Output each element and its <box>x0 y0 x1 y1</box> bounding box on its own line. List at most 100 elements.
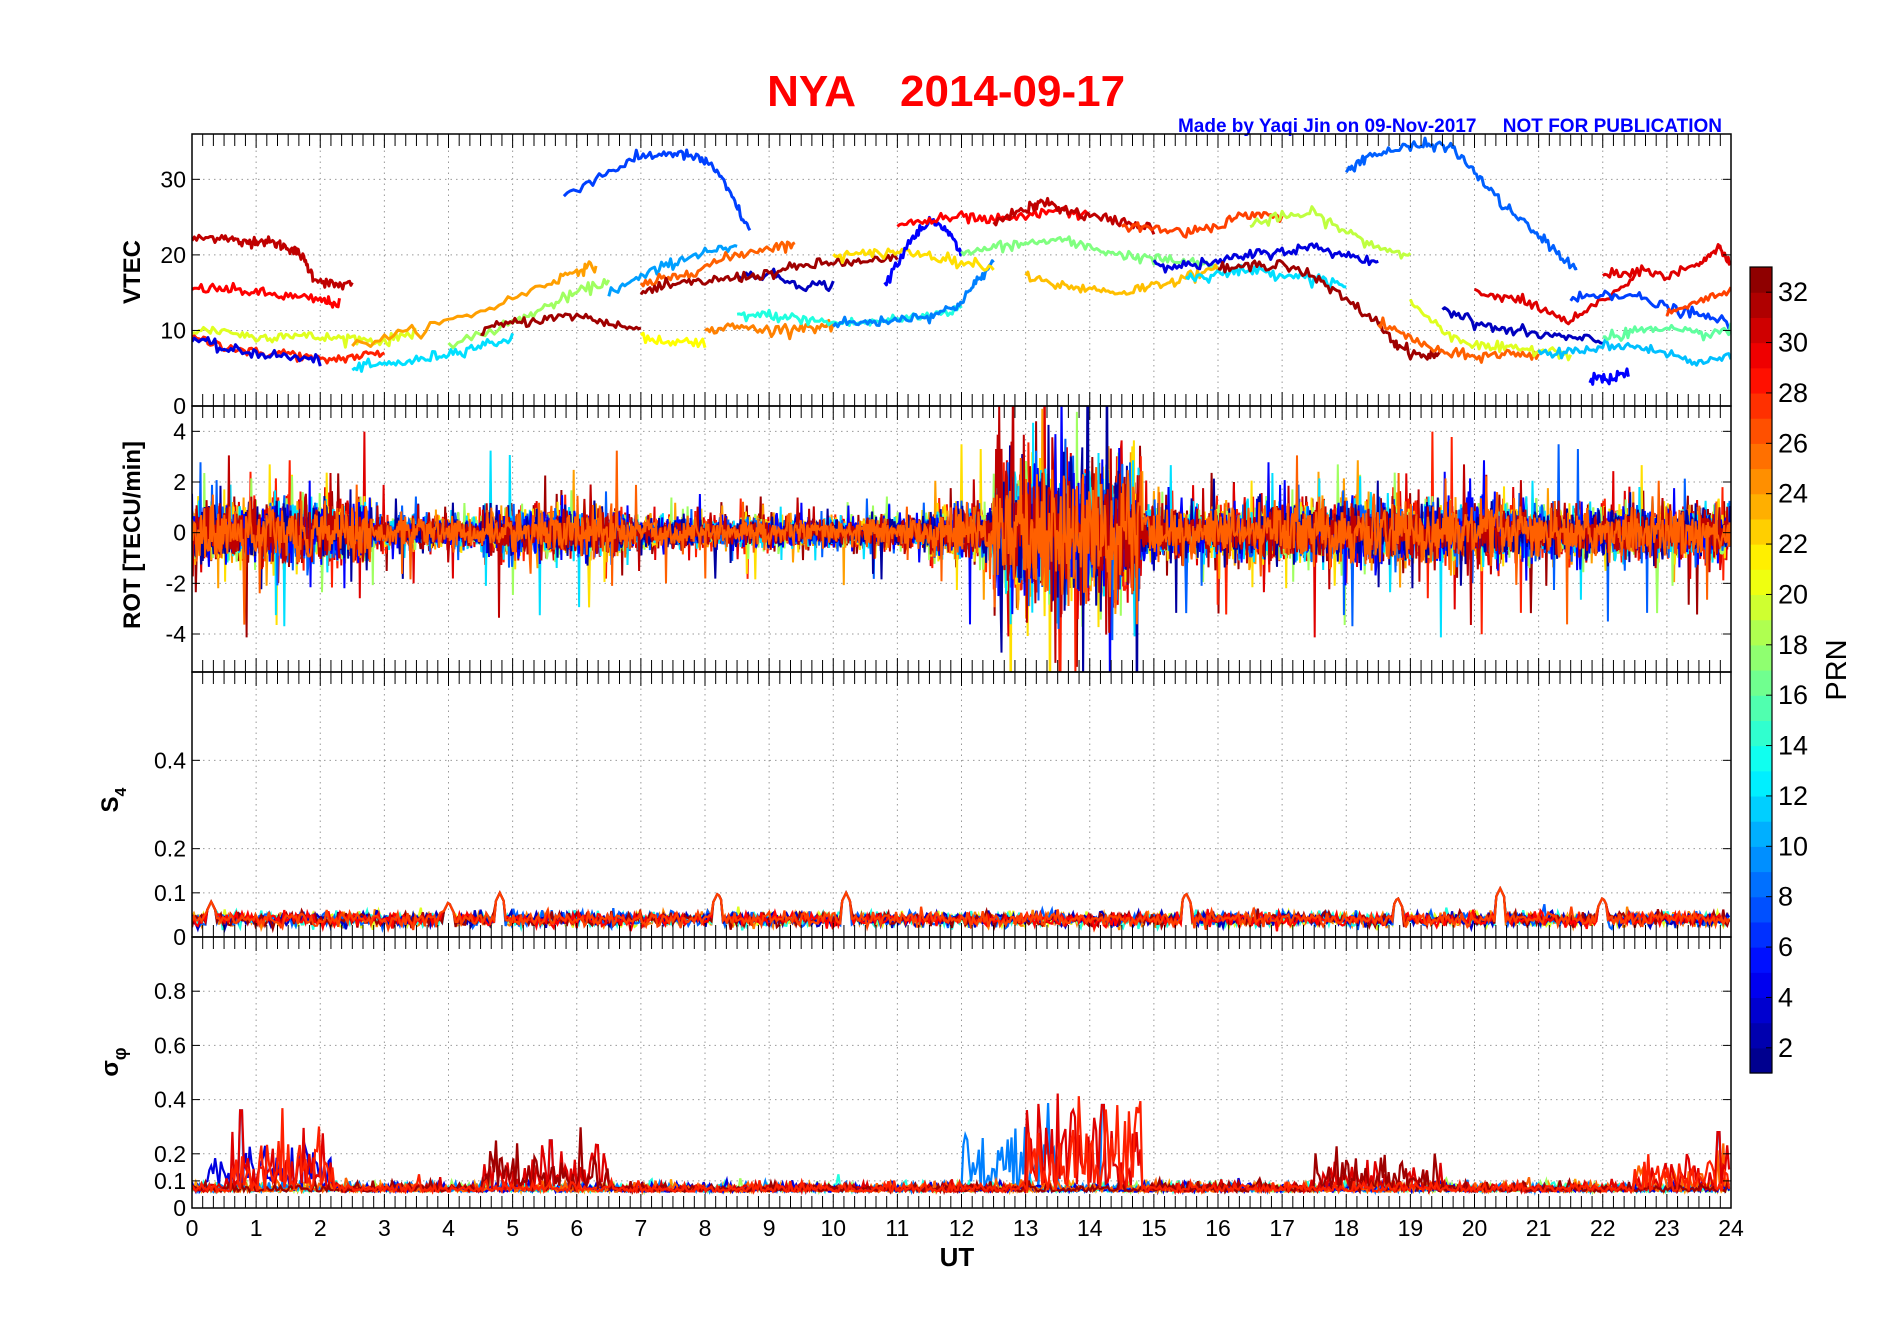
colorbar-swatch <box>1750 644 1772 671</box>
colorbar-swatch <box>1750 392 1772 419</box>
s4-grid <box>192 672 1731 937</box>
vtec-series-line <box>1377 316 1540 364</box>
colorbar-swatch <box>1750 569 1772 596</box>
vtec-series-line <box>1120 211 1284 239</box>
x-axis-label: UT <box>940 1242 975 1272</box>
vtec-series-line <box>1602 322 1731 342</box>
colorbar-swatch <box>1750 871 1772 898</box>
vtec-series-line <box>192 336 322 367</box>
vtec-series-line <box>1441 306 1604 345</box>
vtec-series-line <box>1152 242 1379 274</box>
x-tick-label: 3 <box>378 1215 391 1241</box>
colorbar-tick-label: 22 <box>1778 529 1808 559</box>
x-tick-label: 0 <box>186 1215 199 1241</box>
x-tick-label: 5 <box>506 1215 519 1241</box>
vtec-series-line <box>1569 289 1731 330</box>
s4-x-ticks <box>191 672 1732 937</box>
colorbar-swatch <box>1750 821 1772 847</box>
colorbar-tick-label: 28 <box>1778 378 1808 408</box>
vtec-series-line <box>832 247 995 272</box>
vtec-series-line <box>960 235 1219 270</box>
vtec-y-tick-label: 0 <box>173 393 186 419</box>
vtec-series-line <box>192 281 341 309</box>
x-tick-label: 12 <box>949 1215 975 1241</box>
sigma-phi-y-tick-label: 0.4 <box>154 1087 186 1113</box>
colorbar-swatch <box>1750 896 1772 923</box>
vtec-series-line <box>480 312 642 337</box>
s4-y-tick-label: 0.4 <box>154 747 186 773</box>
vtec-series-line <box>736 303 963 327</box>
colorbar-swatch <box>1750 493 1772 520</box>
colorbar-tick-label: 20 <box>1778 579 1808 609</box>
x-tick-label: 18 <box>1333 1215 1359 1241</box>
rot-series-line <box>192 450 1731 625</box>
colorbar-swatch <box>1750 619 1772 646</box>
rot-y-tick-label: 4 <box>173 418 186 444</box>
colorbar-swatch <box>1750 317 1772 344</box>
colorbar-swatch <box>1750 770 1772 797</box>
x-tick-label: 21 <box>1526 1215 1552 1241</box>
colorbar-tick-label: 30 <box>1778 328 1808 358</box>
x-tick-label: 23 <box>1654 1215 1680 1241</box>
vtec-series-line <box>704 318 835 341</box>
sigma-phi-y-tick-label: 0 <box>173 1195 186 1221</box>
colorbar-swatch <box>1750 720 1772 747</box>
x-tick-label: 11 <box>885 1215 909 1241</box>
colorbar-swatch <box>1750 342 1772 369</box>
x-tick-label: 4 <box>442 1215 455 1241</box>
s4-y-tick-label: 0.2 <box>154 836 186 862</box>
colorbar-tick-label: 6 <box>1778 932 1793 962</box>
x-tick-label: 19 <box>1398 1215 1424 1241</box>
vtec-series-line <box>447 278 611 350</box>
colorbar-swatch <box>1750 367 1772 394</box>
colorbar-swatch <box>1750 695 1772 721</box>
vtec-series-line <box>607 244 738 297</box>
colorbar-tick-label: 12 <box>1778 781 1808 811</box>
colorbar-tick-label: 26 <box>1778 428 1808 458</box>
vtec-series-line <box>992 196 1156 235</box>
sigma-phi-panel: 00.10.20.40.60.80 1 2 3 4 5 6 7 8 9 10 11 12 13 14 15 16… <box>154 936 1744 1241</box>
sigma-phi-series-line <box>192 1096 1731 1195</box>
colorbar-swatch <box>1750 594 1772 621</box>
x-tick-label: 16 <box>1205 1215 1231 1241</box>
vtec-series-line <box>1249 205 1412 260</box>
x-tick-label: 14 <box>1077 1215 1103 1241</box>
colorbar-swatch <box>1750 518 1772 545</box>
chart-title-date: 2014-09-17 <box>900 67 1125 116</box>
vtec-series-line <box>351 332 515 373</box>
vtec-panel: 0 10 20 30 <box>160 133 1732 419</box>
colorbar-swatch <box>1750 670 1772 696</box>
vtec-series-line <box>1344 136 1578 271</box>
colorbar-swatch <box>1750 267 1772 293</box>
colorbar-tick-label: 24 <box>1778 479 1808 509</box>
s4-series-line <box>192 885 1731 933</box>
rot-ylabel: ROT [TECU/min] <box>119 441 146 629</box>
s4-y-tick-label: 0.1 <box>154 880 186 906</box>
x-tick-label: 22 <box>1590 1215 1616 1241</box>
vtec-series-line <box>1602 243 1731 282</box>
colorbar-swatch <box>1750 972 1772 999</box>
x-tick-label: 6 <box>570 1215 583 1241</box>
rot-y-tick-label: 2 <box>173 469 186 495</box>
colorbar-swatch <box>1750 292 1772 318</box>
rot-x-ticks <box>191 406 1732 672</box>
vtec-series-line <box>1537 338 1731 367</box>
colorbar-tick-label: 10 <box>1778 831 1808 861</box>
rot-y-tick-label: -4 <box>166 621 187 647</box>
colorbar-swatch <box>1750 745 1772 772</box>
colorbar-swatch <box>1750 418 1772 444</box>
colorbar-swatch <box>1750 846 1772 873</box>
x-tick-label: 10 <box>820 1215 846 1241</box>
vtec-series-line <box>639 253 899 296</box>
sigma-phi-y-tick-label: 0.1 <box>154 1168 186 1194</box>
colorbar-swatch <box>1750 795 1772 822</box>
vtec-series-line <box>1665 286 1731 317</box>
sigma-phi-grid <box>192 937 1731 1208</box>
vtec-series-line <box>1588 367 1630 386</box>
vtec-y-tick-label: 20 <box>160 242 186 268</box>
vtec-series-line <box>192 325 417 349</box>
colorbar-tick-label: 8 <box>1778 882 1793 912</box>
colorbar-swatch <box>1750 947 1772 973</box>
